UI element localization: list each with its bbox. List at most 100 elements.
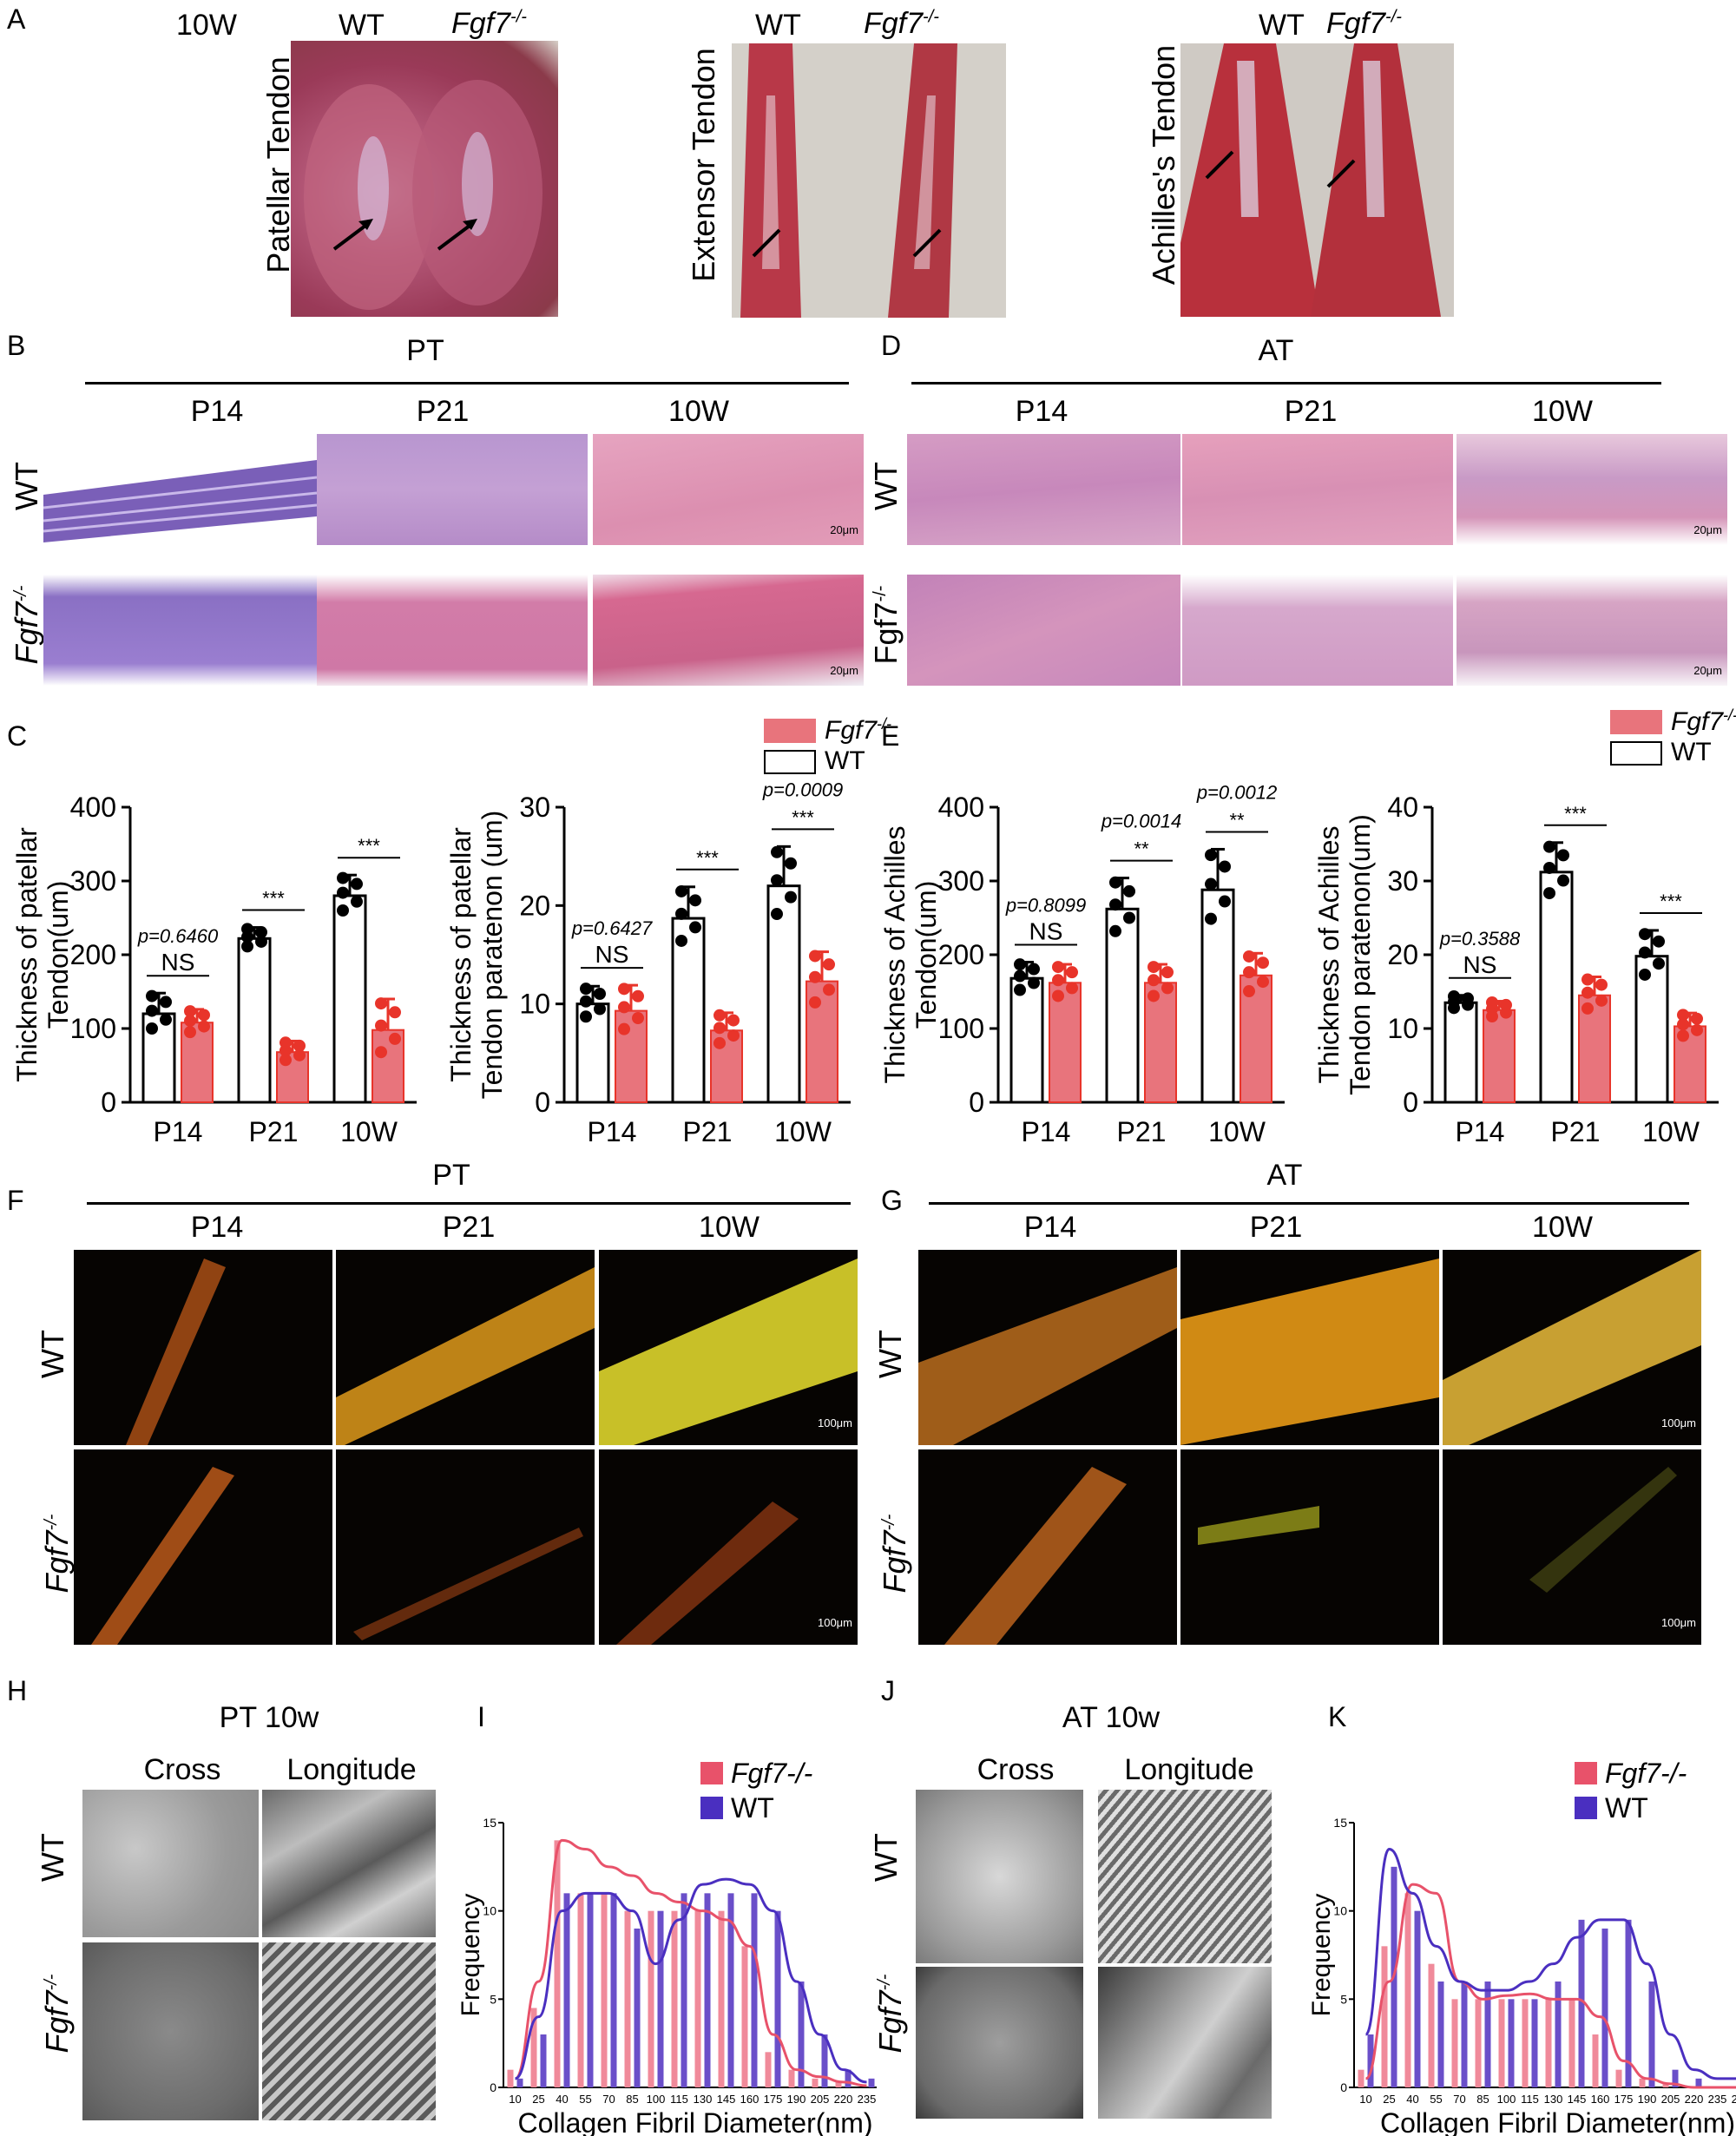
x-tick-label: 145: [717, 2093, 736, 2106]
d-col-p21: P21: [1284, 395, 1338, 428]
x-tick-label: 235: [858, 2093, 877, 2106]
scale-label: 100μm: [817, 1416, 852, 1429]
ko-hist-bar: [812, 2078, 819, 2087]
wt-hist-bar: [681, 1893, 687, 2087]
he-at-ko-p14: [907, 575, 1180, 686]
wt-point: [771, 908, 783, 921]
sig-marker: ***: [358, 835, 380, 857]
wt-point: [675, 907, 687, 920]
wt-point: [1462, 992, 1474, 1005]
he-pt-ko-10w: 20μm: [593, 575, 864, 686]
ko-point: [279, 1036, 292, 1049]
legend-c-ko-swatch: [764, 719, 816, 743]
tem-pt-wt-cross: [82, 1790, 259, 1937]
ko-point: [293, 1048, 306, 1061]
wt-point: [351, 895, 363, 908]
scale-label: 20μm: [830, 664, 858, 677]
wt-point: [1109, 876, 1121, 889]
ko-point: [713, 1022, 726, 1035]
wt-point: [1109, 924, 1121, 937]
legend-wt-label: WT: [1605, 1792, 1648, 1824]
ko-point: [375, 1046, 387, 1059]
ko-point: [1581, 1002, 1594, 1015]
ko-point: [389, 1006, 401, 1019]
wt-point: [146, 1004, 158, 1017]
ko-hist-bar: [530, 2008, 537, 2087]
wt-hist-bar: [704, 1893, 711, 2087]
x-tick-label: 175: [764, 2093, 783, 2106]
ko-hist-bar: [1615, 2069, 1622, 2087]
chart-c-left: 0 100 200 300 400 Thickness of patellar Tendon…: [11, 792, 417, 1147]
y-tick-label: 0: [535, 1087, 550, 1118]
j-row-wt: WT: [868, 1833, 904, 1882]
a-ko-1: Fgf7-/-: [451, 7, 527, 40]
y-axis-label: Tendon(um): [43, 881, 74, 1029]
legend-c-wt-label: WT: [825, 746, 865, 775]
he-pt-ko-p21: [317, 575, 588, 686]
ko-point: [1257, 956, 1269, 969]
y-tick-label: 200: [70, 939, 116, 970]
d-at-header: AT: [1258, 334, 1294, 367]
wt-point: [1014, 969, 1026, 983]
ko-point: [1677, 1009, 1689, 1022]
ko-point: [713, 1009, 726, 1022]
wt-point: [1653, 935, 1665, 948]
f-col-p21: P21: [442, 1211, 496, 1244]
wt-hist-bar: [1414, 1910, 1421, 2087]
chart-i: 0 5 10 15 Frequency Collagen Fibril Diameter(…: [457, 1758, 877, 2136]
legend-e-wt-swatch: [1610, 741, 1662, 766]
wt-point: [1543, 840, 1555, 853]
ko-bar: [1240, 974, 1272, 1103]
d-row-wt: WT: [868, 462, 904, 510]
ko-point: [1243, 950, 1255, 963]
ko-point: [1581, 986, 1594, 999]
x-tick-label: 100: [1497, 2093, 1516, 2106]
ko-hist-bar: [1498, 1999, 1505, 2087]
ko-hist-bar: [1381, 1946, 1388, 2087]
g-col-10w: 10W: [1532, 1211, 1593, 1244]
panel-label-i: I: [477, 1701, 485, 1732]
x-tick-label: P21: [249, 1116, 299, 1147]
b-row-ko: Fgf7-/-: [9, 585, 44, 665]
ko-point: [727, 1014, 740, 1027]
sig-marker: NS: [1463, 951, 1497, 978]
legend-c-wt-swatch: [764, 750, 816, 774]
wt-point: [771, 845, 783, 858]
ko-hist-bar: [648, 1910, 654, 2087]
y-tick-label: 300: [938, 865, 984, 897]
wt-hist-bar: [587, 1893, 594, 2087]
ko-point: [1161, 966, 1174, 979]
ko-hist-bar: [788, 2069, 795, 2087]
tem-pt-ko-cross: [82, 1942, 259, 2120]
panel-label-k: K: [1328, 1701, 1347, 1732]
chart-e-right: 0 10 20 30 40 Thickness of Achilles Tendon par…: [1313, 792, 1719, 1147]
x-tick-label: 10W: [774, 1116, 832, 1147]
ko-point: [375, 1019, 387, 1032]
y-axis-label: Thickness of patellar: [445, 827, 477, 1082]
sig-marker: ***: [262, 888, 285, 910]
tem-at-wt-long: [1098, 1790, 1272, 1963]
x-tick-label: 10W: [340, 1116, 398, 1147]
y-tick-label: 400: [70, 792, 116, 823]
ko-point: [1595, 994, 1608, 1007]
ko-point: [198, 1020, 210, 1033]
y-tick-label: 10: [519, 989, 550, 1020]
x-tick-label: 250: [1732, 2093, 1736, 2106]
ko-point: [1257, 976, 1269, 989]
ko-point: [184, 1005, 196, 1018]
sig-marker: ***: [1660, 891, 1682, 912]
wt-bar: [1200, 888, 1235, 1104]
wt-point: [1014, 958, 1026, 971]
sig-marker: **: [1229, 809, 1245, 831]
ko-hist-bar: [1475, 1999, 1482, 2087]
x-tick-label: 55: [1430, 2093, 1442, 2106]
wt-hist-bar: [1555, 1982, 1562, 2087]
tem-pt-ko-long: [262, 1942, 436, 2120]
he-at-wt-p14: [907, 434, 1180, 545]
b-header-rule: [85, 382, 849, 384]
wt-hist-bar: [868, 2078, 875, 2087]
ko-point: [618, 1022, 630, 1035]
p-value: p=0.6460: [137, 925, 219, 947]
wt-point: [675, 884, 687, 897]
wt-hist-bar: [1648, 1982, 1655, 2087]
